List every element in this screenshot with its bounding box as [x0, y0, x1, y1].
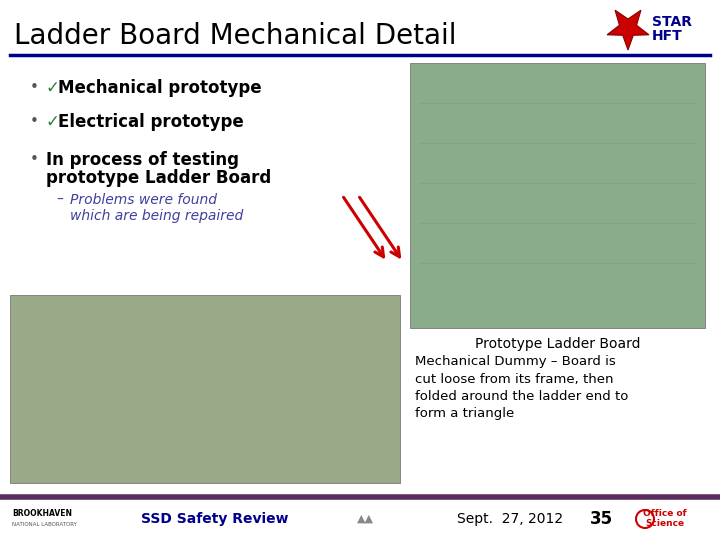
Text: Mechanical Dummy – Board is: Mechanical Dummy – Board is	[415, 355, 616, 368]
Text: Prototype Ladder Board: Prototype Ladder Board	[474, 337, 640, 351]
Text: ✓: ✓	[46, 79, 60, 97]
Text: Ladder Board Mechanical Detail: Ladder Board Mechanical Detail	[14, 22, 456, 50]
Text: cut loose from its frame, then: cut loose from its frame, then	[415, 373, 613, 386]
Bar	[410, 63, 705, 328]
Text: NATIONAL LABORATORY: NATIONAL LABORATORY	[12, 522, 77, 526]
Text: •: •	[30, 114, 39, 130]
Text: •: •	[30, 152, 39, 167]
Text: Sept.  27, 2012: Sept. 27, 2012	[457, 512, 563, 526]
Text: In process of testing: In process of testing	[46, 151, 239, 169]
Text: ▲▲: ▲▲	[356, 514, 374, 524]
Text: SSD Safety Review: SSD Safety Review	[141, 512, 289, 526]
Text: BROOKHAVEN: BROOKHAVEN	[12, 510, 72, 518]
Polygon shape	[607, 10, 649, 50]
Text: prototype Ladder Board: prototype Ladder Board	[46, 169, 271, 187]
Text: –: –	[56, 193, 63, 207]
Text: folded around the ladder end to: folded around the ladder end to	[415, 389, 629, 402]
Text: STAR: STAR	[652, 15, 692, 29]
Text: which are being repaired: which are being repaired	[70, 209, 243, 223]
Text: Mechanical prototype: Mechanical prototype	[58, 79, 261, 97]
Text: Science: Science	[645, 519, 685, 529]
Text: •: •	[30, 80, 39, 96]
Text: Electrical prototype: Electrical prototype	[58, 113, 244, 131]
Text: 35: 35	[590, 510, 613, 528]
Text: form a triangle: form a triangle	[415, 407, 514, 420]
Text: HFT: HFT	[652, 29, 683, 43]
Text: ✓: ✓	[46, 113, 60, 131]
Text: Problems were found: Problems were found	[70, 193, 217, 207]
Text: Office of: Office of	[643, 510, 687, 518]
Bar	[10, 295, 400, 483]
